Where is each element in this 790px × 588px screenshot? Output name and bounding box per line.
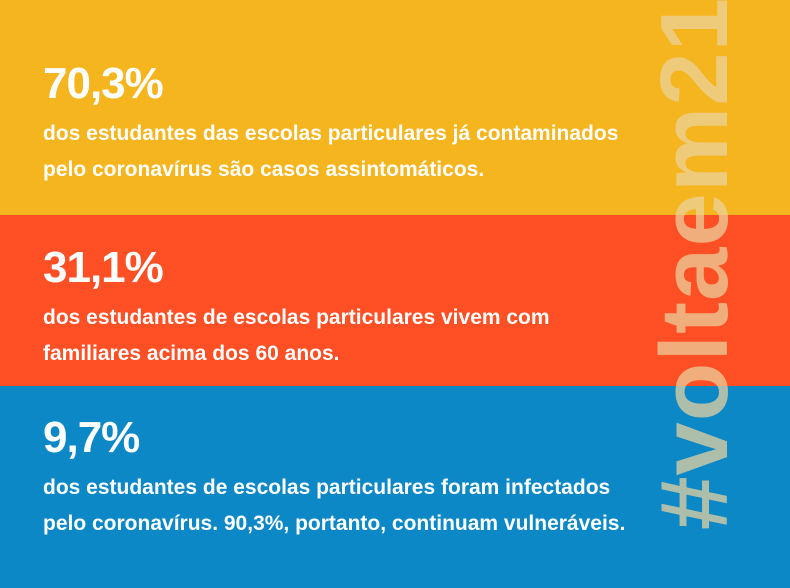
stat-band-yellow xyxy=(0,0,790,215)
stat-value: 70,3% xyxy=(43,59,164,108)
hashtag-watermark: #voltaem21 xyxy=(641,0,748,530)
stat-band-orange xyxy=(0,215,790,386)
stat-value: 31,1% xyxy=(43,243,164,292)
stat-band-blue xyxy=(0,386,790,588)
stat-block-1: 70,3% dos estudantes das escolas particu… xyxy=(43,62,618,188)
stat-block-2: 31,1% dos estudantes de escolas particul… xyxy=(43,246,550,372)
stat-description: dos estudantes das escolas particulares … xyxy=(43,122,619,181)
stat-value: 9,7% xyxy=(43,413,140,462)
stat-description: dos estudantes de escolas particulares f… xyxy=(43,476,626,535)
stat-description: dos estudantes de escolas particulares v… xyxy=(43,306,550,365)
stat-block-3: 9,7% dos estudantes de escolas particula… xyxy=(43,416,625,542)
